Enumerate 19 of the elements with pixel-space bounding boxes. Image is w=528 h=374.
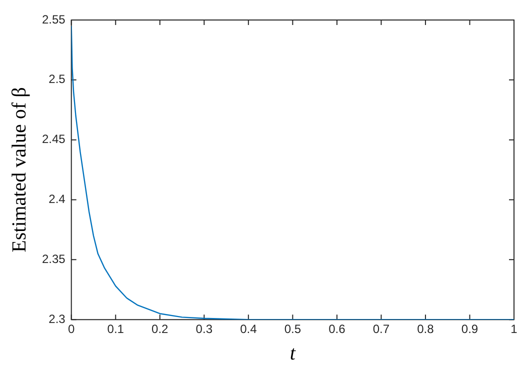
x-tick-label: 0.3: [196, 322, 213, 336]
x-tick-label: 0.5: [284, 322, 302, 336]
y-tick-label: 2.5: [48, 72, 66, 86]
x-tick-label: 0.4: [240, 322, 258, 336]
y-tick-label: 2.45: [42, 132, 66, 146]
x-axis-title: t: [290, 342, 296, 364]
y-tick-label: 2.4: [48, 192, 66, 206]
x-tick-label: 0.9: [461, 322, 478, 336]
x-tick-label: 1: [510, 322, 518, 336]
x-tick-label: 0.2: [152, 322, 169, 336]
x-tick-label: 0.6: [328, 322, 346, 336]
y-tick-label: 2.55: [42, 12, 66, 26]
x-tick-label: 0.1: [107, 322, 124, 336]
x-tick-label: 0.8: [417, 322, 434, 336]
y-axis-title: Estimated value of β: [8, 87, 30, 252]
x-tick-label: 0.7: [372, 322, 390, 336]
y-tick-label: 2.35: [42, 252, 66, 266]
x-tick-label: 0: [68, 322, 76, 336]
y-tick-label: 2.3: [48, 312, 66, 326]
